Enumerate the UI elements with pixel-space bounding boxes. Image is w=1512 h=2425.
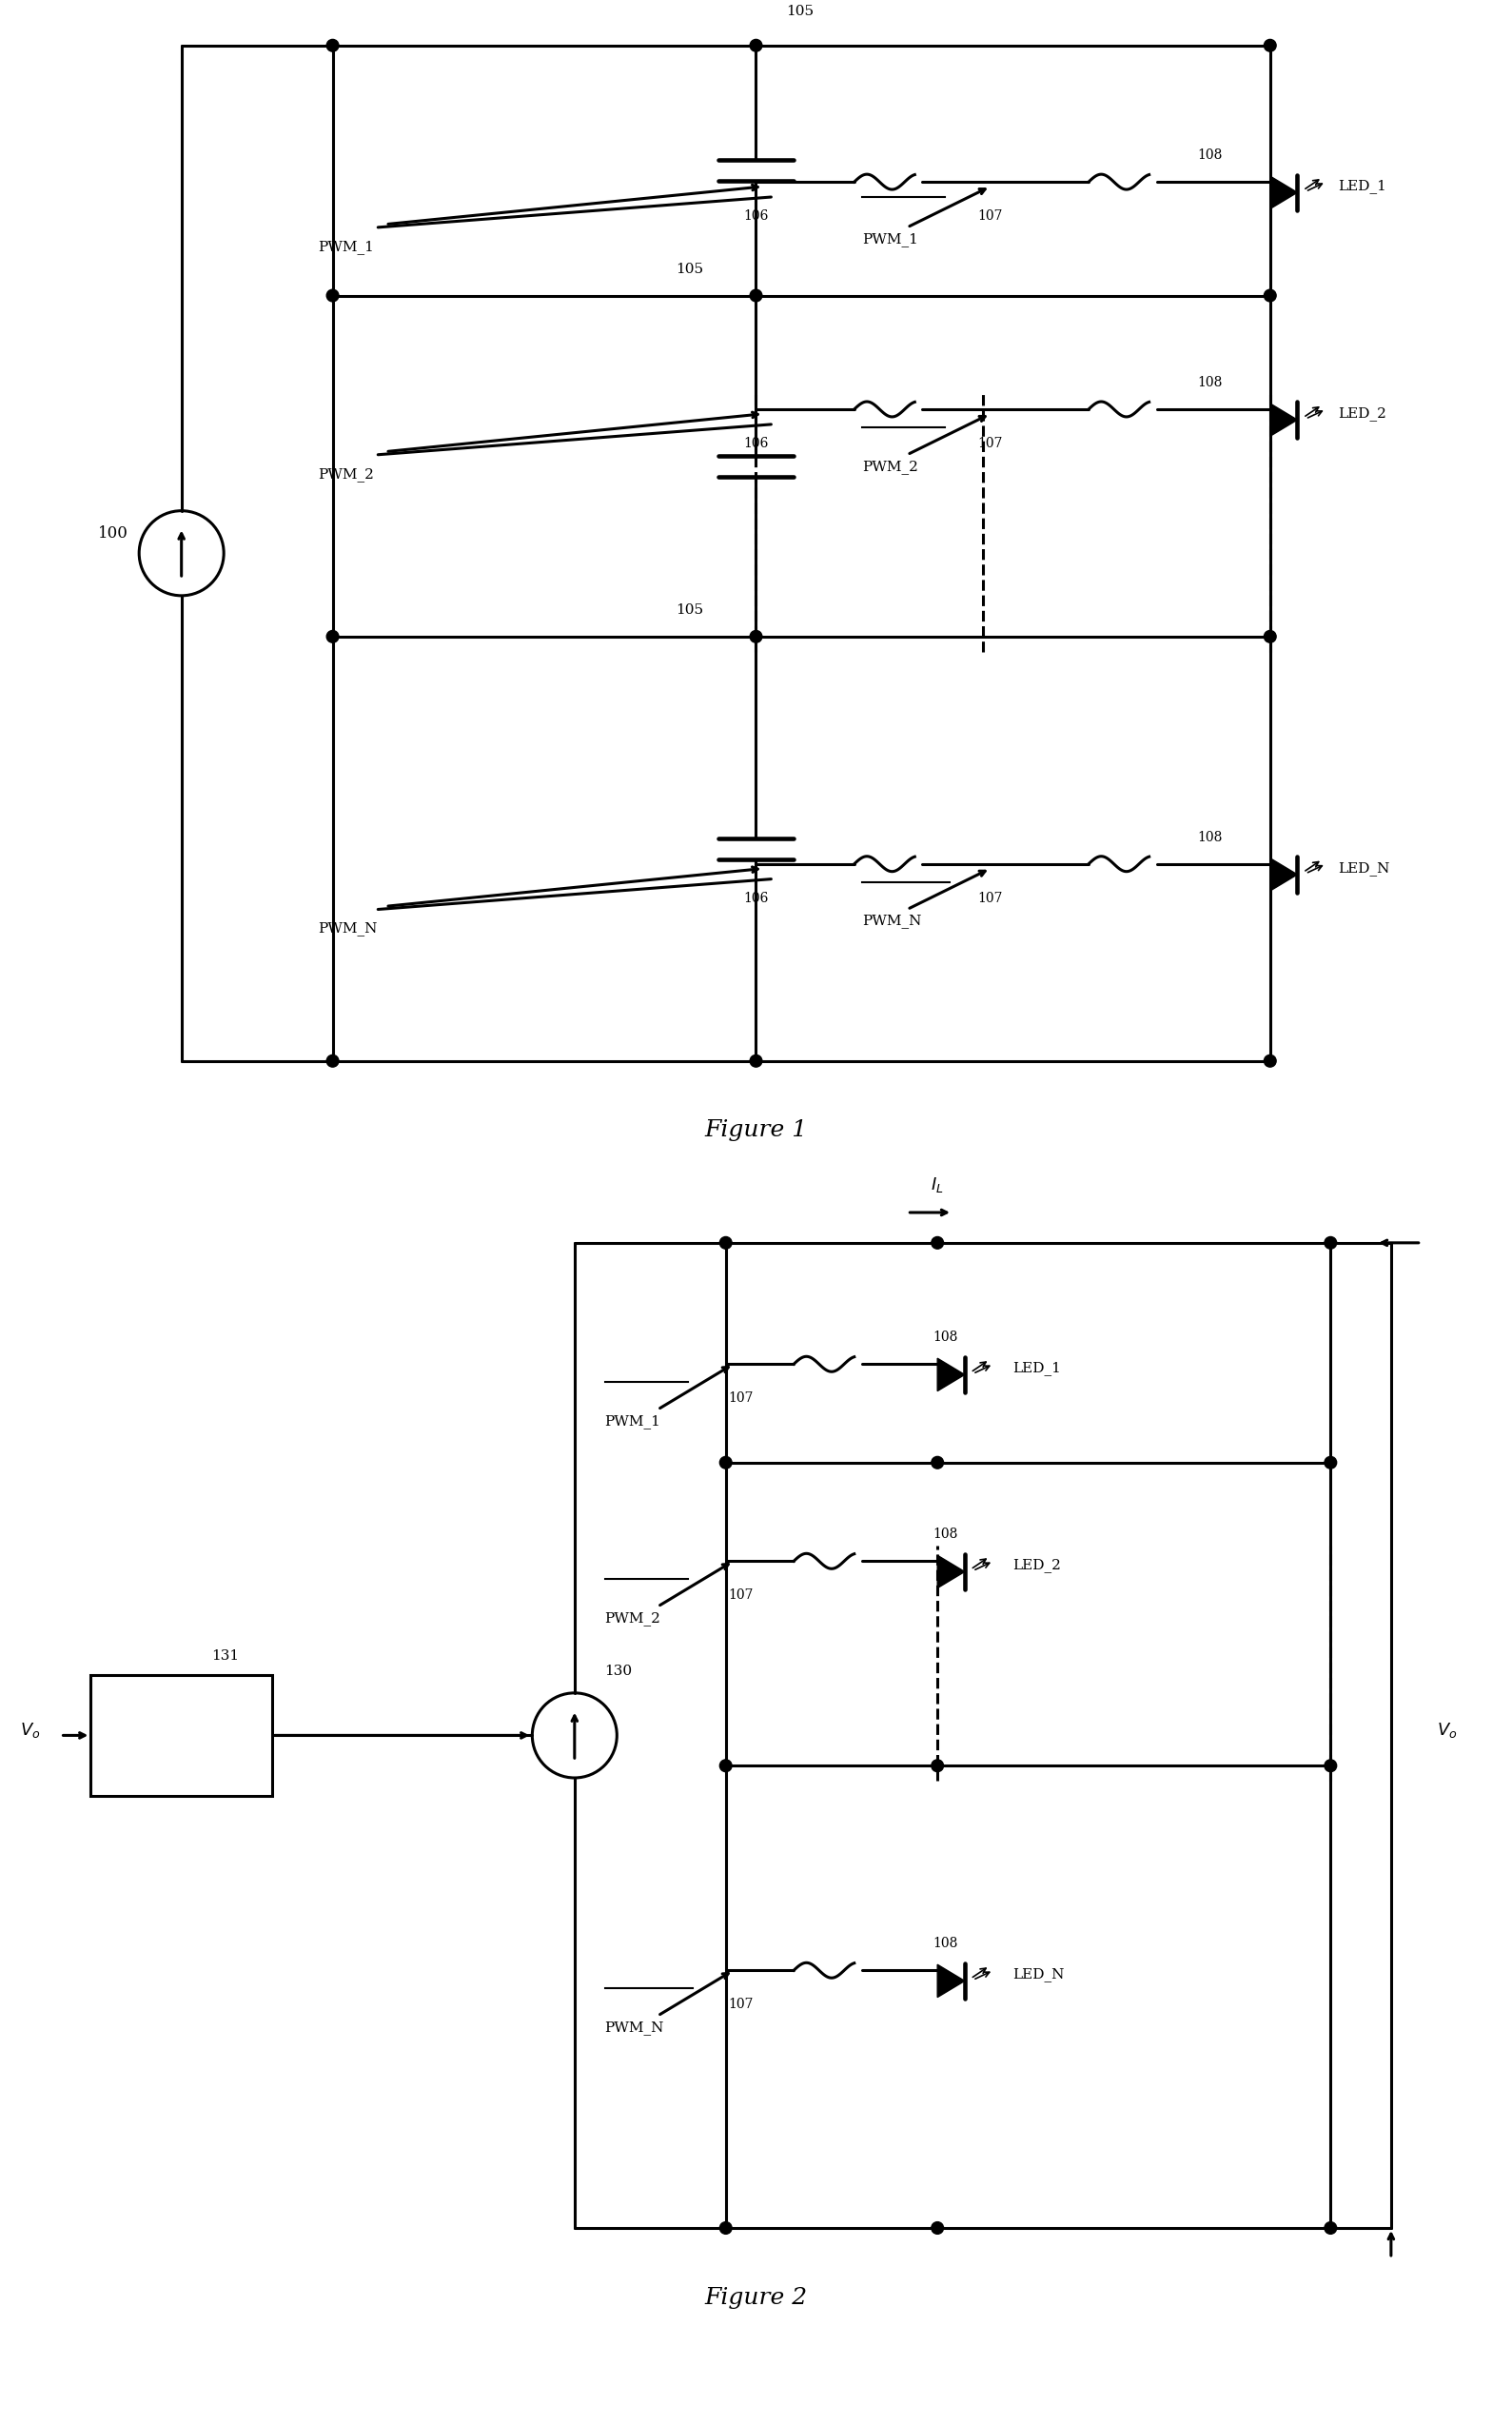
Text: PWM_N: PWM_N: [862, 914, 921, 929]
Circle shape: [1264, 630, 1276, 643]
FancyBboxPatch shape: [91, 1676, 272, 1797]
Circle shape: [750, 289, 762, 301]
Text: PWM_N: PWM_N: [318, 922, 376, 936]
Text: 108: 108: [933, 1938, 957, 1950]
Circle shape: [750, 1055, 762, 1067]
Text: Figure 1: Figure 1: [705, 1120, 807, 1142]
Polygon shape: [1270, 177, 1297, 209]
Circle shape: [1325, 1457, 1337, 1470]
Circle shape: [931, 1457, 943, 1470]
Text: 131: 131: [212, 1649, 239, 1664]
Text: 106: 106: [744, 209, 768, 223]
Circle shape: [931, 2221, 943, 2233]
Circle shape: [1325, 1237, 1337, 1249]
Text: LED_N: LED_N: [1338, 861, 1390, 875]
Text: 100: 100: [98, 526, 129, 541]
Circle shape: [750, 39, 762, 51]
Polygon shape: [1270, 403, 1297, 436]
Text: $V_o$: $V_o$: [1436, 1722, 1458, 1741]
Text: $I_L$: $I_L$: [931, 1176, 943, 1196]
Polygon shape: [937, 1964, 965, 1998]
Text: 108: 108: [1198, 148, 1222, 162]
Text: PWM_1: PWM_1: [318, 240, 373, 255]
Polygon shape: [1270, 858, 1297, 890]
Text: PWM_N: PWM_N: [605, 2020, 664, 2035]
Text: 106: 106: [744, 892, 768, 905]
Text: 108: 108: [1198, 376, 1222, 390]
Polygon shape: [937, 1554, 965, 1588]
Text: 105: 105: [676, 262, 703, 276]
Text: 107: 107: [978, 892, 1002, 905]
Text: LED_2: LED_2: [1338, 407, 1387, 420]
Text: Figure 2: Figure 2: [705, 2287, 807, 2309]
Circle shape: [720, 1457, 732, 1470]
Text: 107: 107: [729, 1998, 753, 2010]
Circle shape: [1264, 39, 1276, 51]
Text: 108: 108: [933, 1528, 957, 1542]
Circle shape: [327, 1055, 339, 1067]
Circle shape: [1325, 2221, 1337, 2233]
Circle shape: [750, 630, 762, 643]
Text: LED_2: LED_2: [1013, 1559, 1061, 1571]
Text: 106: 106: [744, 436, 768, 451]
Circle shape: [720, 2221, 732, 2233]
Circle shape: [720, 1761, 732, 1773]
Polygon shape: [937, 1358, 965, 1392]
Circle shape: [1264, 289, 1276, 301]
Text: 108: 108: [1198, 832, 1222, 844]
Circle shape: [327, 630, 339, 643]
Text: 107: 107: [729, 1588, 753, 1603]
Text: LED_N: LED_N: [1013, 1967, 1064, 1981]
Text: PWM_2: PWM_2: [605, 1610, 661, 1625]
Text: 108: 108: [933, 1331, 957, 1343]
Text: LED_1: LED_1: [1013, 1360, 1061, 1375]
Text: 130: 130: [605, 1664, 632, 1678]
Text: PWM_1: PWM_1: [605, 1414, 661, 1428]
Text: 107: 107: [729, 1392, 753, 1404]
Circle shape: [327, 39, 339, 51]
Circle shape: [1264, 1055, 1276, 1067]
Circle shape: [720, 1237, 732, 1249]
Circle shape: [931, 1761, 943, 1773]
Circle shape: [1325, 1761, 1337, 1773]
Text: PWM_1: PWM_1: [862, 233, 918, 247]
Text: CIRCUIT: CIRCUIT: [153, 1744, 210, 1756]
Text: $V_o$: $V_o$: [20, 1722, 41, 1741]
Text: 105: 105: [786, 5, 813, 17]
Text: 105: 105: [676, 604, 703, 616]
Circle shape: [931, 1237, 943, 1249]
Text: ̅P̅W̅M̅_̅1: ̅P̅W̅M̅_̅1: [862, 226, 918, 240]
Text: PWM_2: PWM_2: [862, 458, 918, 473]
Text: 107: 107: [978, 209, 1002, 223]
Text: 107: 107: [978, 436, 1002, 451]
Text: CONTROL: CONTROL: [148, 1714, 215, 1727]
Text: PWM_2: PWM_2: [318, 468, 373, 480]
Text: LED_1: LED_1: [1338, 179, 1387, 194]
Circle shape: [327, 289, 339, 301]
